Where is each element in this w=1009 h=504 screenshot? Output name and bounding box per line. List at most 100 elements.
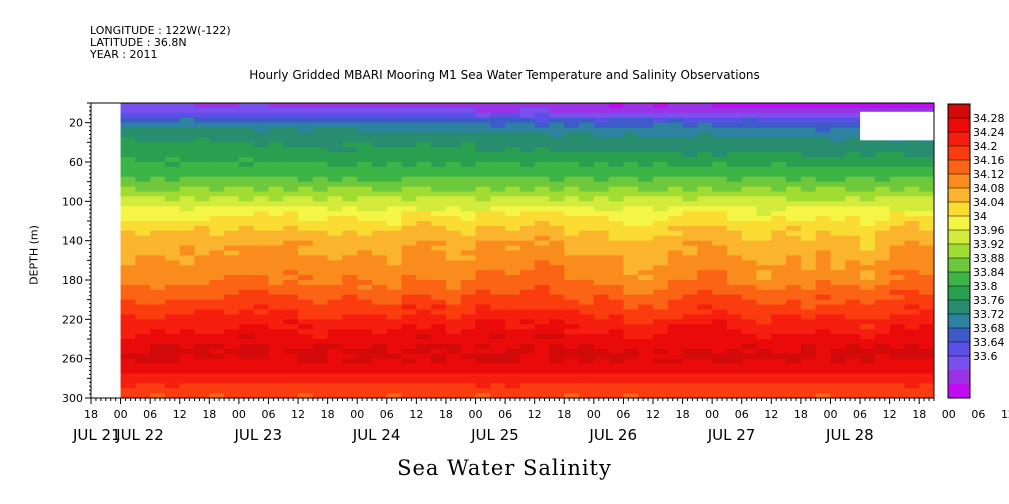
x-tick-label: 12	[883, 408, 897, 421]
heatmap-cell	[608, 132, 625, 139]
heatmap-cell	[593, 260, 610, 266]
heatmap-cell	[164, 103, 181, 109]
heatmap-cell	[386, 294, 403, 301]
heatmap-cell	[579, 348, 595, 355]
heatmap-cell	[386, 235, 403, 242]
heatmap-cell	[298, 299, 314, 306]
heatmap-cell	[889, 152, 906, 158]
heatmap-cell	[431, 294, 447, 301]
heatmap-cell	[697, 309, 713, 316]
heatmap-cell	[786, 294, 802, 301]
heatmap-cell	[164, 289, 181, 296]
heatmap-cell	[726, 107, 743, 114]
heatmap-cell	[579, 358, 595, 365]
heatmap-cell	[150, 334, 166, 340]
heatmap-cell	[593, 147, 610, 153]
heatmap-cell	[268, 152, 284, 158]
heatmap-cell	[194, 383, 210, 389]
heatmap-cell	[697, 250, 713, 257]
heatmap-cell	[845, 176, 861, 183]
heatmap-cell	[150, 339, 166, 345]
heatmap-cell	[135, 358, 151, 365]
heatmap-cell	[815, 373, 832, 379]
heatmap-cell	[475, 304, 491, 311]
heatmap-cell	[786, 388, 802, 394]
heatmap-cell	[519, 216, 536, 222]
heatmap-cell	[327, 127, 344, 134]
heatmap-cell	[505, 265, 521, 271]
heatmap-cell	[120, 343, 136, 350]
heatmap-cell	[312, 275, 329, 281]
heatmap-cell	[549, 284, 565, 291]
heatmap-cell	[401, 142, 417, 148]
heatmap-cell	[623, 225, 639, 232]
heatmap-cell	[904, 393, 920, 398]
heatmap-cell	[608, 235, 625, 242]
heatmap-cell	[224, 289, 240, 296]
heatmap-cell	[460, 339, 477, 345]
heatmap-cell	[135, 260, 151, 266]
heatmap-cell	[667, 191, 684, 198]
heatmap-cell	[712, 201, 728, 207]
heatmap-cell	[697, 211, 713, 217]
heatmap-cell	[372, 107, 388, 114]
heatmap-cell	[445, 289, 462, 296]
heatmap-cell	[830, 334, 846, 340]
heatmap-cell	[519, 142, 536, 148]
heatmap-cell	[697, 230, 713, 237]
heatmap-cell	[401, 314, 417, 320]
heatmap-cell	[860, 201, 876, 207]
heatmap-cell	[519, 196, 536, 202]
heatmap-cell	[298, 250, 314, 257]
heatmap-cell	[401, 383, 417, 389]
heatmap-cell	[726, 216, 743, 222]
heatmap-cell	[445, 166, 462, 173]
heatmap-cell	[682, 201, 698, 207]
heatmap-cell	[431, 343, 447, 350]
heatmap-cell	[904, 250, 920, 257]
heatmap-cell	[712, 284, 728, 291]
heatmap-cell	[164, 294, 181, 301]
heatmap-cell	[490, 225, 506, 232]
heatmap-cell	[253, 122, 270, 129]
heatmap-cell	[505, 245, 521, 252]
heatmap-cell	[919, 255, 934, 261]
heatmap-cell	[505, 122, 521, 129]
heatmap-cell	[401, 309, 417, 316]
heatmap-cell	[608, 343, 625, 350]
heatmap-cell	[445, 132, 462, 139]
heatmap-cell	[638, 127, 654, 134]
heatmap-cell	[682, 166, 698, 173]
heatmap-cell	[653, 299, 669, 306]
heatmap-cell	[904, 240, 920, 247]
heatmap-cell	[416, 378, 432, 384]
heatmap-cell	[327, 186, 344, 193]
heatmap-cell	[697, 235, 713, 242]
heatmap-cell	[608, 166, 625, 173]
heatmap-cell	[179, 309, 196, 316]
heatmap-cell	[534, 107, 551, 114]
heatmap-cell	[268, 211, 284, 217]
heatmap-cell	[209, 191, 225, 198]
heatmap-cell	[667, 221, 684, 227]
heatmap-cell	[431, 314, 447, 320]
heatmap-cell	[667, 299, 684, 306]
heatmap-cell	[712, 348, 728, 355]
heatmap-cell	[386, 142, 403, 148]
heatmap-cell	[460, 117, 477, 124]
heatmap-cell	[741, 383, 758, 389]
heatmap-cell	[490, 368, 506, 375]
heatmap-cell	[475, 171, 491, 178]
heatmap-cell	[771, 127, 787, 134]
heatmap-cell	[431, 235, 447, 242]
heatmap-cell	[519, 363, 536, 370]
heatmap-cell	[238, 280, 255, 286]
heatmap-cell	[889, 142, 906, 148]
heatmap-cell	[120, 309, 136, 316]
heatmap-cell	[549, 206, 565, 212]
heatmap-cell	[800, 299, 817, 306]
heatmap-cell	[874, 250, 891, 257]
heatmap-cell	[697, 289, 713, 296]
heatmap-cell	[386, 137, 403, 143]
heatmap-cell	[253, 245, 270, 252]
